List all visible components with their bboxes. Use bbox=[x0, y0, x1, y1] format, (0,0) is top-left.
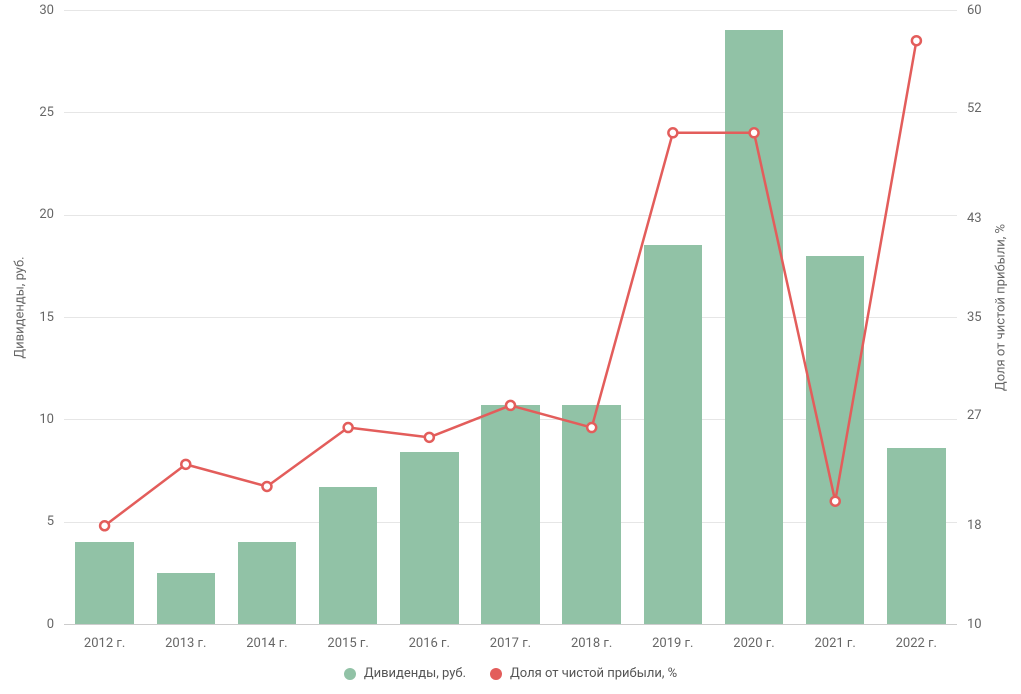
y-axis-right: 10182735435260 bbox=[967, 10, 1021, 624]
gridline bbox=[64, 624, 957, 625]
dividends-chart: Дивиденды, руб. Доля от чистой прибыли, … bbox=[0, 0, 1021, 694]
x-tick-label: 2017 г. bbox=[470, 636, 551, 651]
line-marker bbox=[831, 497, 840, 506]
line-marker bbox=[750, 128, 759, 137]
x-tick-label: 2018 г. bbox=[551, 636, 632, 651]
x-tick-label: 2012 г. bbox=[64, 636, 145, 651]
x-tick-label: 2015 г. bbox=[308, 636, 389, 651]
plot-area bbox=[64, 10, 957, 624]
line-marker bbox=[506, 401, 515, 410]
line-marker bbox=[262, 482, 271, 491]
legend-label: Доля от чистой прибыли, % bbox=[510, 666, 677, 681]
line-marker bbox=[668, 128, 677, 137]
x-tick-label: 2021 г. bbox=[795, 636, 876, 651]
legend-dot-icon bbox=[490, 668, 502, 680]
legend-dot-icon bbox=[344, 668, 356, 680]
line-marker bbox=[587, 423, 596, 432]
legend-item: Доля от чистой прибыли, % bbox=[490, 666, 677, 681]
x-axis-labels: 2012 г.2013 г.2014 г.2015 г.2016 г.2017 … bbox=[64, 636, 957, 651]
legend-item: Дивиденды, руб. bbox=[344, 666, 466, 681]
line-layer bbox=[64, 10, 957, 624]
x-tick-label: 2013 г. bbox=[145, 636, 226, 651]
x-tick-label: 2016 г. bbox=[389, 636, 470, 651]
legend: Дивиденды, руб. Доля от чистой прибыли, % bbox=[0, 666, 1021, 681]
x-tick-label: 2020 г. bbox=[713, 636, 794, 651]
y-axis-left: 051015202530 bbox=[0, 10, 54, 624]
line-marker bbox=[344, 423, 353, 432]
x-tick-label: 2019 г. bbox=[632, 636, 713, 651]
legend-label: Дивиденды, руб. bbox=[364, 666, 466, 681]
line-marker bbox=[181, 460, 190, 469]
line-marker bbox=[100, 521, 109, 530]
x-tick-label: 2022 г. bbox=[876, 636, 957, 651]
line-path bbox=[105, 41, 917, 526]
line-marker bbox=[425, 433, 434, 442]
x-tick-label: 2014 г. bbox=[226, 636, 307, 651]
line-marker bbox=[912, 36, 921, 45]
